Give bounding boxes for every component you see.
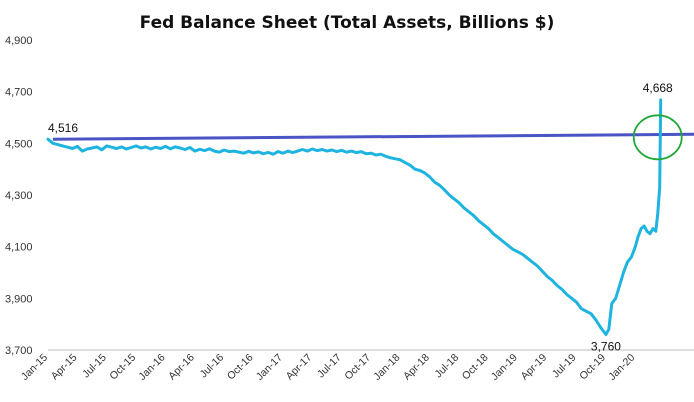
x-tick-label: Jul-19 (550, 352, 579, 381)
series-line-total-assets (46, 98, 663, 336)
x-tick-label: Jul-17 (315, 352, 344, 381)
x-tick-label: Jan-16 (136, 352, 167, 383)
x-tick-label: Jul-18 (432, 352, 461, 381)
y-tick-label: 4,500 (5, 138, 33, 150)
x-tick-label: Oct-15 (107, 352, 138, 383)
x-tick-label: Oct-16 (225, 352, 256, 383)
x-tick-label: Jan-17 (254, 352, 285, 383)
highlight-circle (632, 114, 683, 161)
x-tick-label: Apr-19 (519, 352, 550, 383)
y-tick-label: 3,900 (5, 293, 33, 305)
x-tick-label: Apr-15 (49, 352, 80, 383)
x-tick-label: Oct-17 (342, 352, 373, 383)
y-tick-label: 4,300 (5, 190, 33, 202)
x-tick-label: Jan-19 (489, 352, 520, 383)
x-tick-label: Jan-18 (371, 352, 402, 383)
data-label: 3,760 (591, 340, 621, 354)
x-tick-label: Jul-16 (198, 352, 227, 381)
reference-line (52, 132, 694, 141)
data-label: 4,668 (643, 81, 673, 95)
data-label: 4,516 (48, 121, 78, 135)
x-tick-label: Apr-17 (284, 352, 315, 383)
y-tick-label: 4,900 (5, 35, 33, 47)
x-tick-label: Jul-15 (80, 352, 109, 381)
x-tick-label: Jan-20 (606, 352, 637, 383)
x-tick-label: Oct-18 (460, 352, 491, 383)
x-tick-label: Apr-18 (401, 352, 432, 383)
y-tick-label: 4,700 (5, 87, 33, 99)
y-tick-label: 4,100 (5, 242, 33, 254)
y-tick-label: 3,700 (5, 345, 33, 357)
y-axis: 4,900 4,700 4,500 4,300 4,100 3,900 3,700 (5, 35, 33, 357)
x-tick-label: Oct-19 (577, 352, 608, 383)
annotations: 4,516 3,760 4,668 (48, 81, 673, 354)
chart-title: Fed Balance Sheet (Total Assets, Billion… (140, 13, 555, 33)
x-tick-label: Apr-16 (166, 352, 197, 383)
